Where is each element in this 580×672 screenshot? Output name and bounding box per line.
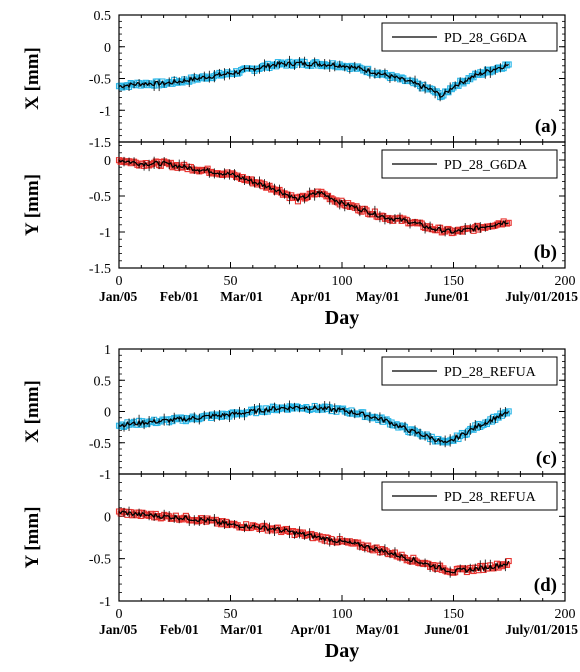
panel-a: 0.5 0 -0.5 -1 -1.5 X [mm] PD_28_G6DA (a) (22, 9, 566, 151)
data-point (398, 74, 405, 81)
data-point (273, 63, 280, 70)
y-tick-label: -0.5 (89, 553, 111, 568)
series-markers (115, 58, 512, 101)
panel-label: (c) (536, 448, 557, 469)
series-markers (115, 402, 512, 446)
date-label: Feb/01 (160, 289, 199, 304)
x-tick-label: 200 (555, 274, 576, 289)
series-line (118, 510, 510, 574)
x-tick-label: 150 (443, 274, 464, 289)
legend-label: PD_28_REFUA (444, 490, 537, 505)
series-line (118, 404, 510, 444)
x-tick-label: 200 (555, 607, 576, 622)
panel-d: 0-0.5-1Y [mm]PD_28_REFUA(d)0 50 100 150 200J… (22, 473, 578, 662)
panel-label: (a) (535, 116, 557, 137)
y-tick-label: 0 (104, 154, 111, 169)
y-tick-label: -0.5 (89, 437, 111, 452)
y-tick-label: -1 (99, 104, 111, 119)
y-axis-label: Y [mm] (22, 506, 43, 568)
y-tick-label: 0.5 (94, 9, 112, 24)
date-label: Jan/05 (99, 622, 138, 637)
legend-label: PD_28_G6DA (444, 31, 528, 46)
x-tick-label: 50 (224, 607, 238, 622)
x-axis-label: Day (325, 307, 359, 329)
y-tick-label: -0.5 (89, 190, 111, 205)
data-point (440, 92, 447, 99)
y-axis-label: Y [mm] (22, 174, 43, 236)
data-point (498, 65, 506, 72)
y-tick-label: -1 (99, 595, 111, 610)
date-label: July/01/2015 (505, 289, 578, 304)
date-label: Apr/01 (291, 622, 332, 637)
date-label: July/01/2015 (505, 622, 578, 637)
date-label: June/01 (424, 289, 469, 304)
legend-box (381, 356, 558, 386)
data-point (445, 225, 452, 233)
data-point (385, 418, 392, 425)
date-label: Mar/01 (220, 622, 263, 637)
data-point (363, 207, 370, 214)
data-point (134, 421, 141, 428)
y-tick-label: -0.5 (89, 73, 111, 88)
y-tick-label: -1.5 (89, 262, 111, 277)
legend-label: PD_28_REFUA (444, 365, 537, 380)
data-point (503, 220, 511, 227)
date-label: May/01 (356, 289, 400, 304)
data-point (182, 512, 189, 519)
panel-c: 1 0.5 0 -0.5 -1 X [mm] PD_28_REFUA (c) (22, 343, 566, 483)
date-label: June/01 (424, 622, 469, 637)
data-point (408, 426, 415, 433)
x-tick-label: 0 (116, 274, 123, 289)
data-point (505, 219, 512, 226)
data-point (445, 89, 452, 96)
date-label: Feb/01 (160, 622, 199, 637)
panel-label: (b) (534, 242, 557, 263)
series-markers (115, 508, 512, 576)
x-axis-label: Day (325, 640, 359, 662)
y-tick-label: 0 (104, 41, 111, 56)
data-point (505, 557, 512, 565)
x-tick-label: 150 (443, 607, 464, 622)
panel-label: (d) (534, 575, 557, 596)
data-point (365, 65, 372, 72)
y-axis-label: X [mm] (22, 47, 43, 110)
series-line (118, 159, 509, 234)
x-tick-label: 100 (332, 607, 353, 622)
panel-b: 0 -0.5 -1 -1.5 Y [mm] PD_28_G6DA (b) 0 50 100 150 2… (22, 141, 578, 329)
data-point (330, 60, 337, 67)
y-tick-label: 0 (104, 510, 111, 525)
data-point (289, 62, 296, 69)
y-tick-label: -1 (99, 226, 111, 241)
x-tick-label: 0 (116, 607, 123, 622)
date-label: Mar/01 (220, 289, 263, 304)
y-tick-label: -1.5 (89, 136, 111, 151)
y-tick-label: -1 (99, 468, 111, 483)
x-tick-label: 50 (224, 274, 238, 289)
date-label: Apr/01 (291, 289, 332, 304)
x-tick-label: 100 (332, 274, 353, 289)
data-point (197, 515, 205, 522)
data-point (505, 408, 512, 415)
data-point (383, 416, 390, 423)
y-axis-label: X [mm] (22, 380, 43, 443)
data-point (365, 542, 372, 549)
y-tick-label: 1 (104, 343, 111, 358)
data-point (157, 162, 164, 169)
data-point (204, 165, 211, 172)
date-label: Jan/05 (99, 289, 138, 304)
legend-label: PD_28_G6DA (444, 158, 528, 173)
y-tick-label: 0 (104, 406, 111, 421)
date-label: May/01 (356, 622, 400, 637)
y-tick-label: 0.5 (94, 374, 112, 389)
data-point (243, 521, 250, 528)
series-line (118, 60, 510, 98)
